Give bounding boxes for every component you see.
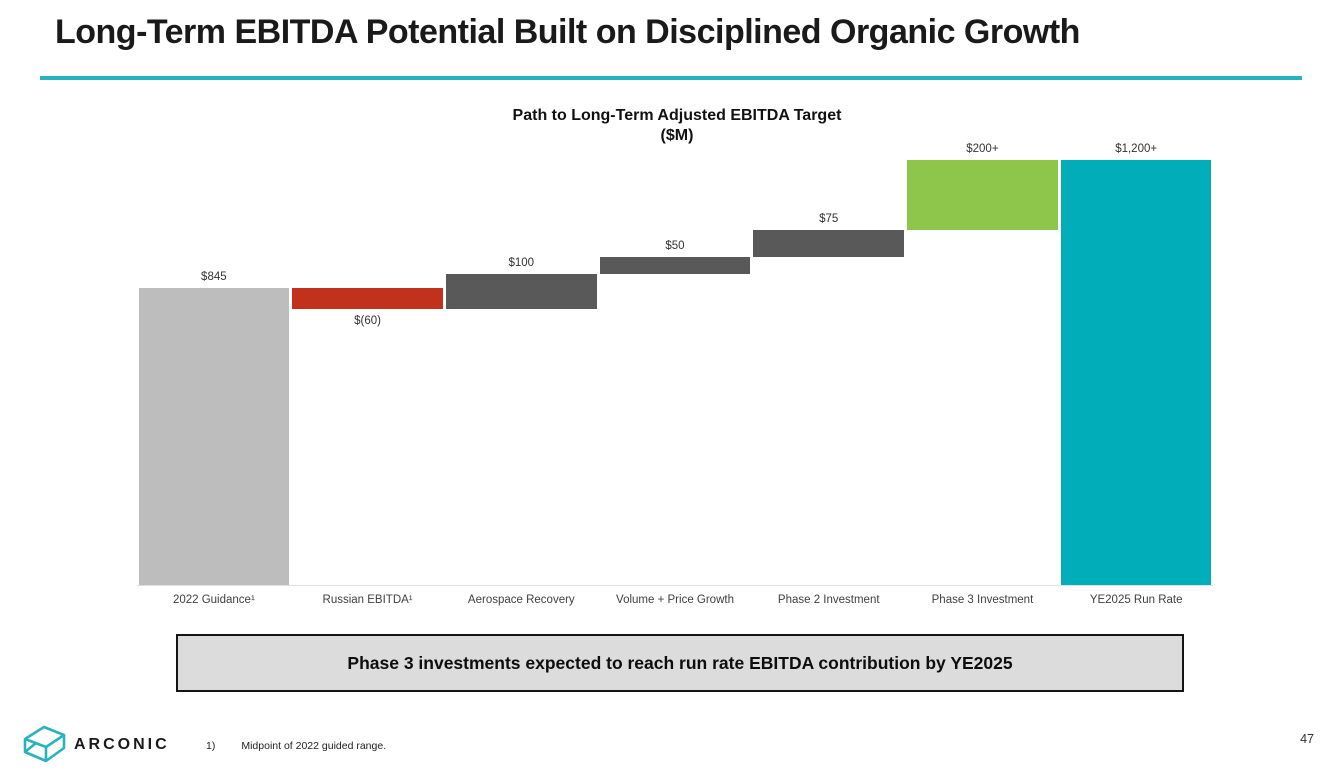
bar-value-label: $200+: [966, 143, 999, 155]
bar-value-label: $75: [819, 213, 839, 226]
footnote-text: Midpoint of 2022 guided range.: [241, 740, 387, 752]
callout-box: Phase 3 investments expected to reach ru…: [176, 634, 1184, 692]
category-label: Aerospace Recovery: [467, 594, 575, 606]
waterfall-bar-2: [292, 288, 443, 310]
chart-subtitle: ($M): [660, 127, 694, 144]
category-label: Phase 2 Investment: [777, 594, 880, 606]
waterfall-bar-1: [138, 288, 290, 585]
page-number: 47: [1300, 732, 1314, 746]
waterfall-bar-4: [599, 256, 751, 275]
bar-value-label: $100: [508, 257, 535, 270]
category-label: 2022 Guidance¹: [172, 594, 255, 606]
bar-value-label: $1,200+: [1115, 143, 1158, 155]
bar-value-label: $50: [665, 239, 685, 252]
chart-title-block: Path to Long-Term Adjusted EBITDA Target…: [157, 106, 1197, 146]
category-label: Phase 3 Investment: [931, 594, 1034, 606]
category-axis: 2022 Guidance¹ Russian EBITDA¹ Aerospace R…: [137, 594, 1213, 606]
waterfall-plot: $845 $(60) $100 $50 $75 $200+ $1,200+: [137, 143, 1213, 585]
arconic-logo-icon: [23, 725, 66, 763]
x-axis-line: [137, 585, 1213, 586]
category-label: Russian EBITDA¹: [322, 594, 413, 606]
chart-title: Path to Long-Term Adjusted EBITDA Target: [512, 107, 842, 124]
category-label: YE2025 Run Rate: [1089, 594, 1183, 606]
footnote-marker: 1): [206, 740, 216, 752]
waterfall-bar-7: [1060, 160, 1212, 585]
brand-name: ARCONIC: [74, 736, 170, 753]
category-label: Volume + Price Growth: [616, 594, 734, 606]
title-divider: [40, 76, 1302, 80]
callout-text: Phase 3 investments expected to reach ru…: [347, 652, 1013, 673]
waterfall-bar-5: [753, 230, 905, 257]
bar-value-label: $845: [201, 271, 227, 284]
footnote: 1) Midpoint of 2022 guided range.: [206, 740, 386, 752]
waterfall-bar-3: [445, 274, 597, 310]
waterfall-bar-6: [907, 160, 1058, 231]
slide-title: Long-Term EBITDA Potential Built on Disc…: [55, 13, 1080, 51]
bar-value-label: $(60): [354, 315, 381, 328]
